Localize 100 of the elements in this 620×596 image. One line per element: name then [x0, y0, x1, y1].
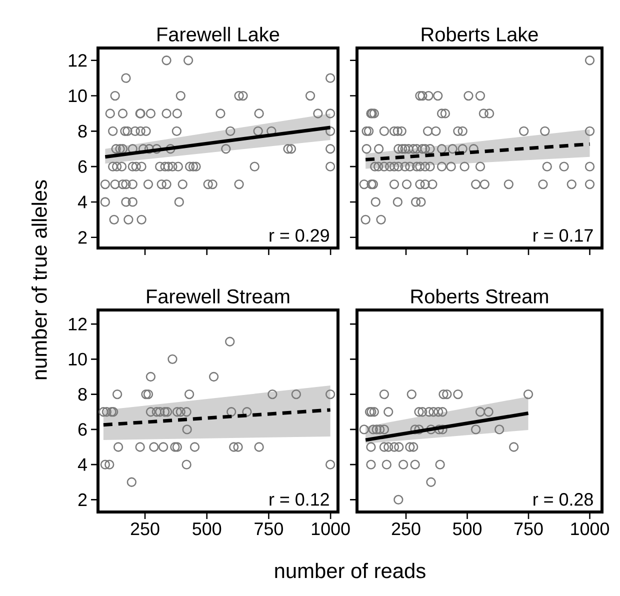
point: [141, 389, 151, 400]
point: [168, 354, 178, 364]
point: [410, 424, 420, 434]
point: [398, 460, 408, 470]
y-tick-label: 8: [78, 388, 87, 401]
point: [325, 389, 336, 400]
y-tick-label: 4: [78, 458, 87, 471]
point: [143, 389, 154, 400]
y-tick-label: 2: [78, 231, 87, 244]
point: [184, 389, 194, 400]
point: [242, 407, 252, 417]
point: [438, 424, 448, 434]
point: [366, 460, 376, 470]
point: [384, 407, 394, 417]
point: [453, 389, 463, 400]
point: [374, 424, 385, 434]
point: [149, 442, 159, 452]
point: [394, 494, 404, 505]
point: [508, 442, 519, 452]
point: [523, 389, 534, 400]
point: [112, 389, 122, 400]
point: [208, 372, 219, 382]
point: [424, 407, 434, 417]
point: [368, 424, 378, 434]
point: [442, 389, 452, 400]
x-tick-label: 1000: [571, 522, 610, 536]
y-tick-label: 10: [68, 352, 87, 366]
point: [494, 424, 504, 434]
point: [228, 442, 239, 452]
y-tick-label: 12: [68, 54, 87, 67]
point: [146, 372, 156, 382]
point: [233, 442, 243, 452]
point: [172, 442, 182, 452]
point: [158, 442, 168, 452]
x-axis-title: number of reads: [275, 562, 426, 578]
point: [155, 407, 165, 417]
point: [135, 442, 145, 452]
point: [426, 424, 436, 434]
chart-title: Roberts Stream: [411, 288, 548, 304]
point: [414, 407, 424, 417]
point: [384, 442, 394, 452]
x-tick-label: 1000: [312, 522, 350, 536]
point: [170, 442, 180, 452]
point: [152, 407, 162, 417]
annotation: r = 0.29: [270, 229, 329, 242]
point: [254, 442, 264, 452]
x-tick-label: 750: [254, 522, 283, 536]
point: [379, 442, 390, 452]
point: [113, 442, 124, 452]
point: [406, 389, 416, 400]
point: [379, 424, 390, 434]
point: [435, 460, 445, 470]
point: [426, 477, 436, 487]
point: [369, 407, 379, 417]
point: [102, 407, 112, 417]
y-tick-label: 8: [78, 124, 87, 138]
y-axis-title: number of true alleles: [32, 180, 47, 380]
point: [434, 407, 444, 417]
point: [359, 424, 369, 434]
y-tick-label: 12: [68, 318, 87, 330]
chart-title: Farewell Stream: [147, 288, 290, 304]
x-tick-label: 250: [130, 522, 160, 536]
point: [100, 460, 110, 470]
annotation: r = 0.28: [534, 493, 593, 506]
point: [160, 407, 170, 417]
point: [382, 460, 392, 470]
point: [176, 407, 186, 417]
point: [438, 389, 448, 400]
point: [182, 424, 192, 434]
x-tick-label: 500: [453, 522, 482, 536]
point: [438, 407, 448, 417]
point: [325, 460, 336, 470]
point: [428, 407, 438, 417]
y-tick-label: 4: [78, 196, 87, 208]
x-tick-label: 250: [392, 522, 420, 536]
point: [182, 460, 192, 470]
point: [182, 407, 192, 417]
y-tick-label: 6: [78, 423, 87, 436]
annotation: r = 0.12: [270, 493, 329, 506]
point: [98, 407, 108, 417]
point: [405, 442, 415, 452]
point: [372, 424, 382, 434]
y-tick-label: 2: [78, 493, 87, 506]
point: [190, 442, 200, 452]
point: [172, 407, 182, 417]
point: [225, 336, 235, 346]
y-tick-label: 10: [68, 89, 87, 102]
point: [475, 407, 486, 417]
point: [414, 424, 424, 434]
point: [226, 407, 236, 417]
point: [366, 442, 376, 452]
chart-title: Farewell Lake: [158, 26, 280, 42]
y-tick-label: 6: [78, 160, 87, 173]
annotation: r = 0.17: [534, 229, 593, 242]
point: [268, 389, 278, 400]
point: [104, 460, 114, 470]
point: [126, 477, 136, 487]
point: [418, 407, 428, 417]
point: [394, 442, 404, 452]
point: [470, 424, 481, 434]
